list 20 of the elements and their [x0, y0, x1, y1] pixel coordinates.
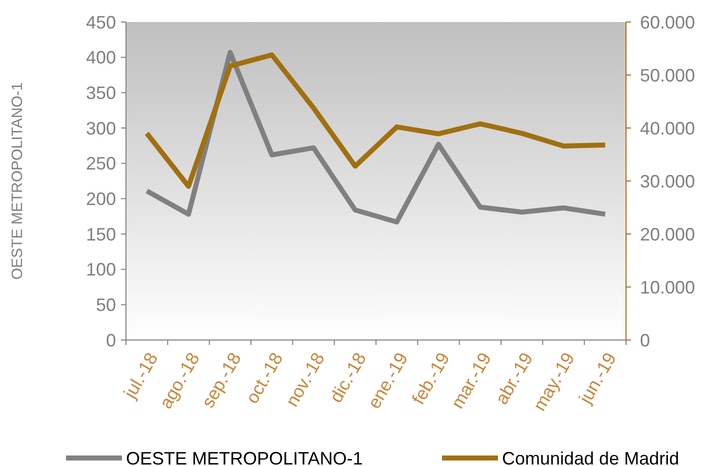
y-tick-label: 150 — [86, 224, 116, 244]
y-tick-label: 300 — [86, 118, 116, 138]
y2-tick-label: 0 — [640, 330, 650, 350]
y-tick-label: 250 — [86, 154, 116, 174]
y-tick-label: 200 — [86, 188, 116, 209]
y2-tick-label: 60.000 — [640, 12, 696, 32]
y2-tick-label: 40.000 — [640, 118, 696, 138]
y-tick-label: 50 — [96, 294, 116, 315]
y2-tick-label: 20.000 — [640, 224, 696, 244]
legend-label: Comunidad de Madrid — [502, 448, 680, 466]
y-tick-label: 350 — [86, 82, 116, 103]
y2-tick-label: 10.000 — [640, 277, 696, 298]
y-tick-label: 100 — [86, 260, 116, 280]
y-tick-label: 450 — [86, 12, 116, 32]
y-tick-label: 0 — [106, 330, 116, 350]
y-axis-title: OESTE METROPOLITANO-1 — [9, 82, 26, 280]
legend-label: OESTE METROPOLITANO-1 — [126, 448, 363, 466]
y-tick-label: 400 — [86, 48, 116, 68]
y2-tick-label: 50.000 — [640, 65, 696, 86]
y2-tick-label: 30.000 — [640, 171, 696, 192]
